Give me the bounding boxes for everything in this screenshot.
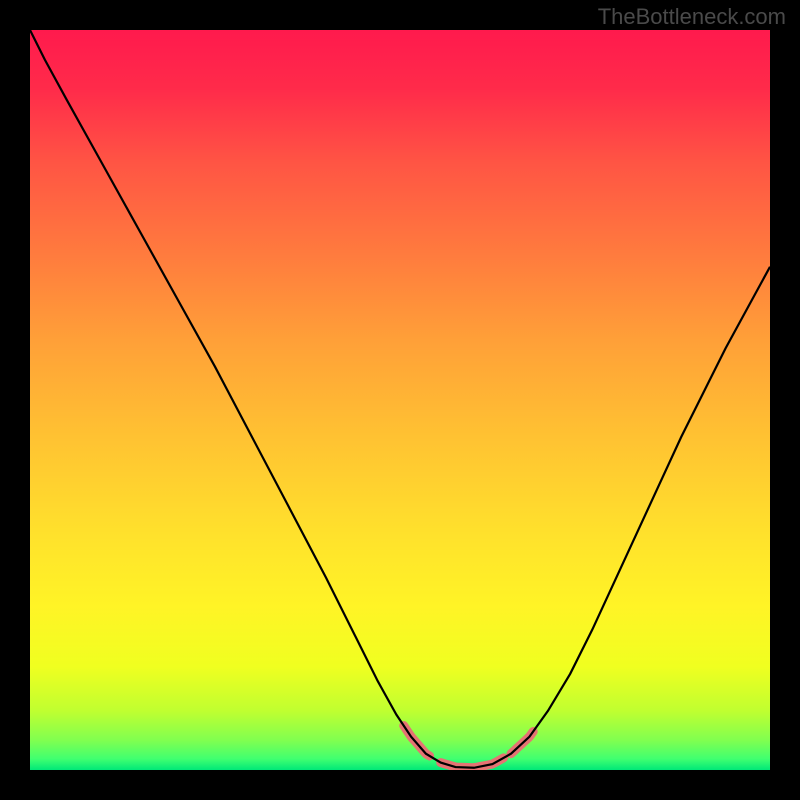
plot-area — [30, 30, 770, 770]
bottleneck-curve — [30, 30, 770, 768]
curve-layer — [30, 30, 770, 770]
marker-band — [404, 726, 534, 768]
chart-container: TheBottleneck.com — [0, 0, 800, 800]
watermark-text: TheBottleneck.com — [598, 4, 786, 30]
